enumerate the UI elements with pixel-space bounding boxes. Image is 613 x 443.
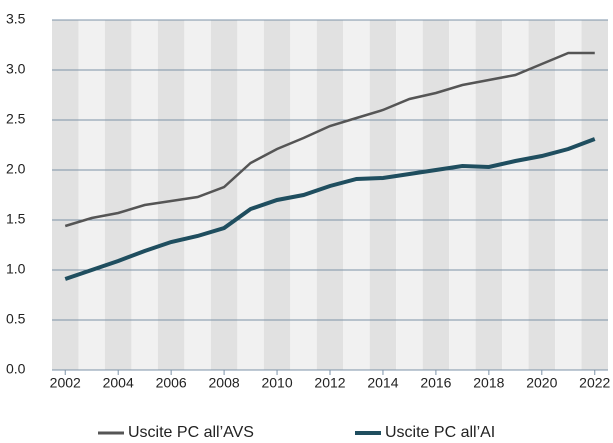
y-tick-label: 1.5 — [6, 211, 26, 227]
x-tick-label: 2012 — [314, 375, 345, 391]
x-tick-label: 2006 — [156, 375, 187, 391]
line — [64, 137, 596, 281]
band — [184, 20, 211, 370]
band — [131, 20, 158, 370]
band — [502, 20, 529, 370]
y-tick-label: 2.5 — [6, 111, 26, 127]
legend-label: Uscite PC all’AVS — [128, 424, 254, 441]
legend-label: Uscite PC all’AI — [385, 424, 495, 441]
band — [237, 20, 264, 370]
band — [78, 20, 105, 370]
band — [343, 20, 370, 370]
y-tick-label: 3.0 — [6, 61, 26, 77]
line — [64, 51, 595, 228]
band — [528, 20, 556, 370]
x-tick-label: 2008 — [209, 375, 240, 391]
band — [210, 20, 238, 370]
y-tick-label: 1.0 — [6, 261, 26, 277]
x-tick-label: 2022 — [579, 375, 610, 391]
x-tick-label: 2020 — [526, 375, 557, 391]
band — [263, 20, 291, 370]
y-tick-label: 0.5 — [6, 311, 26, 327]
band — [449, 20, 476, 370]
x-tick-label: 2010 — [261, 375, 292, 391]
band — [555, 20, 582, 370]
band — [396, 20, 423, 370]
band — [422, 20, 450, 370]
y-tick-label: 3.5 — [6, 11, 26, 27]
x-tick-label: 2018 — [473, 375, 504, 391]
band — [581, 20, 608, 370]
band — [369, 20, 397, 370]
x-tick-label: 2014 — [367, 375, 398, 391]
band — [104, 20, 132, 370]
x-tick-label: 2016 — [420, 375, 451, 391]
y-tick-label: 0.0 — [6, 361, 26, 377]
band — [475, 20, 503, 370]
x-tick-label: 2004 — [103, 375, 134, 391]
band — [316, 20, 344, 370]
band — [157, 20, 185, 370]
y-tick-label: 2.0 — [6, 161, 26, 177]
band — [52, 20, 79, 370]
x-tick-label: 2002 — [50, 375, 81, 391]
